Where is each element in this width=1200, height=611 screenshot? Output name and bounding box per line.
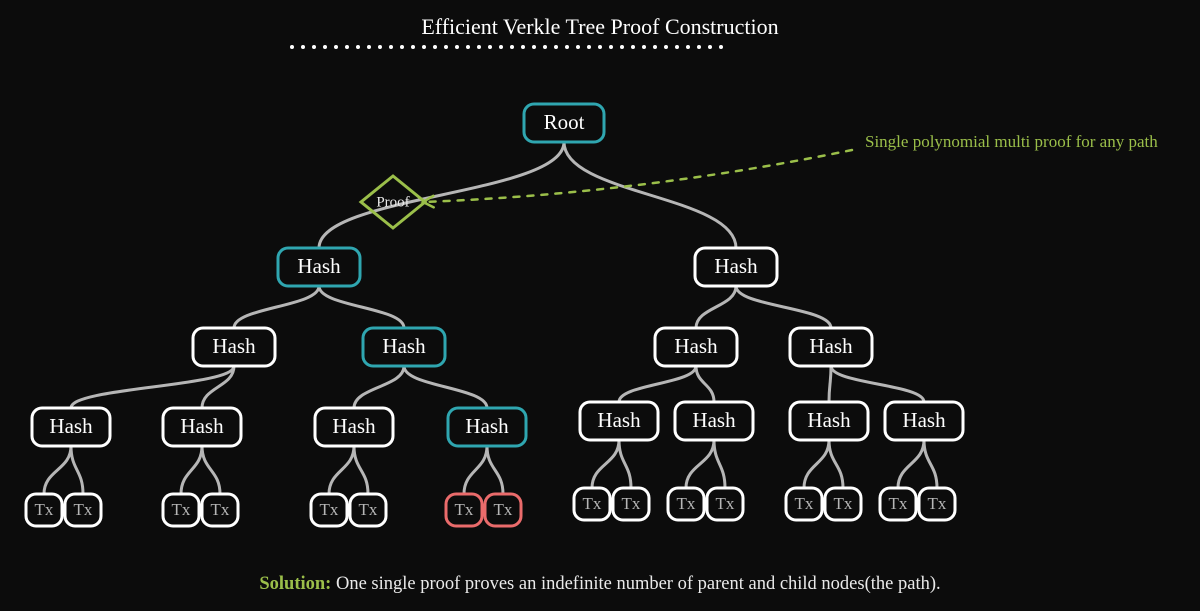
node-label: Tx	[834, 494, 853, 513]
node-label: Tx	[455, 500, 474, 519]
leaf-node: Tx	[786, 488, 822, 520]
tree-edge	[234, 286, 319, 328]
tree-edge	[829, 440, 843, 488]
leaf-node: Tx	[163, 494, 199, 526]
proof-label: Proof	[376, 194, 409, 210]
leaf-node: Tx	[707, 488, 743, 520]
leaf-node: Tx	[26, 494, 62, 526]
node-label: Tx	[74, 500, 93, 519]
tree-edge	[686, 440, 714, 488]
leaf-node: Tx	[613, 488, 649, 520]
leaf-node: Tx	[202, 494, 238, 526]
node-label: Tx	[359, 500, 378, 519]
node-label: Hash	[297, 254, 341, 278]
hash-node: Hash	[655, 328, 737, 366]
leaf-node: Tx	[485, 494, 521, 526]
node-label: Tx	[172, 500, 191, 519]
node-label: Tx	[211, 500, 230, 519]
leaf-node: Tx	[668, 488, 704, 520]
node-label: Hash	[180, 414, 224, 438]
tree-edge	[898, 440, 924, 488]
tree-edge	[319, 286, 404, 328]
leaf-node: Tx	[65, 494, 101, 526]
tree-edge	[404, 366, 487, 408]
tree-edge	[804, 440, 829, 488]
node-label: Hash	[674, 334, 718, 358]
leaf-node: Tx	[311, 494, 347, 526]
tree-edge	[464, 446, 487, 494]
tree-edge	[564, 142, 736, 248]
node-label: Hash	[49, 414, 93, 438]
node-label: Hash	[714, 254, 758, 278]
annotation-text: Single polynomial multi proof for any pa…	[865, 132, 1158, 151]
hash-node: Hash	[790, 402, 868, 440]
node-label: Tx	[889, 494, 908, 513]
tree-edge	[71, 366, 234, 408]
node-label: Tx	[928, 494, 947, 513]
hash-node: Hash	[695, 248, 777, 286]
node-label: Tx	[716, 494, 735, 513]
leaf-node: Tx	[825, 488, 861, 520]
node-label: Tx	[622, 494, 641, 513]
node-label: Hash	[382, 334, 426, 358]
hash-node: Hash	[580, 402, 658, 440]
node-label: Tx	[35, 500, 54, 519]
annotation-label: Single polynomial multi proof for any pa…	[865, 132, 1158, 152]
node-label: Tx	[320, 500, 339, 519]
root-node: Root	[524, 104, 604, 142]
tree-edge	[329, 446, 354, 494]
annotation-arrow	[423, 150, 852, 202]
node-label: Hash	[332, 414, 376, 438]
footer-lead: Solution:	[259, 574, 331, 594]
leaf-node: Tx	[350, 494, 386, 526]
hash-node: Hash	[278, 248, 360, 286]
tree-edge	[354, 446, 368, 494]
tree-edge	[181, 446, 202, 494]
tree-edge	[354, 366, 404, 408]
hash-node: Hash	[315, 408, 393, 446]
tree-edge	[592, 440, 619, 488]
hash-node: Hash	[363, 328, 445, 366]
tree-edge	[829, 366, 831, 402]
tree-edge	[44, 446, 71, 494]
hash-node: Hash	[32, 408, 110, 446]
tree-edge	[619, 366, 696, 402]
leaf-node: Tx	[574, 488, 610, 520]
node-label: Hash	[692, 408, 736, 432]
tree-edge	[202, 446, 220, 494]
node-label: Hash	[809, 334, 853, 358]
tree-edge	[924, 440, 937, 488]
node-label: Tx	[583, 494, 602, 513]
node-label: Root	[544, 110, 585, 134]
hash-node: Hash	[885, 402, 963, 440]
tree-edge	[696, 366, 714, 402]
node-label: Hash	[902, 408, 946, 432]
tree-edge	[696, 286, 736, 328]
node-label: Tx	[494, 500, 513, 519]
hash-node: Hash	[448, 408, 526, 446]
hash-node: Hash	[675, 402, 753, 440]
tree-edge	[71, 446, 83, 494]
tree-edge	[619, 440, 631, 488]
tree-edge	[736, 286, 831, 328]
leaf-node: Tx	[446, 494, 482, 526]
hash-node: Hash	[790, 328, 872, 366]
node-label: Hash	[597, 408, 641, 432]
leaf-node: Tx	[880, 488, 916, 520]
diagram-canvas: Efficient Verkle Tree Proof Construction…	[0, 0, 1200, 611]
node-label: Hash	[212, 334, 256, 358]
node-label: Tx	[795, 494, 814, 513]
hash-node: Hash	[163, 408, 241, 446]
tree-edge	[714, 440, 725, 488]
tree-edge	[831, 366, 924, 402]
node-label: Tx	[677, 494, 696, 513]
tree-svg: Proof Root Hash Hash Hash Hash Hash Hash Hash Has…	[0, 0, 1200, 611]
node-label: Hash	[807, 408, 851, 432]
tree-edge	[487, 446, 503, 494]
footer-rest: One single proof proves an indefinite nu…	[336, 574, 941, 594]
node-label: Hash	[465, 414, 509, 438]
footer-line: Solution: One single proof proves an ind…	[0, 574, 1200, 595]
hash-node: Hash	[193, 328, 275, 366]
leaf-node: Tx	[919, 488, 955, 520]
